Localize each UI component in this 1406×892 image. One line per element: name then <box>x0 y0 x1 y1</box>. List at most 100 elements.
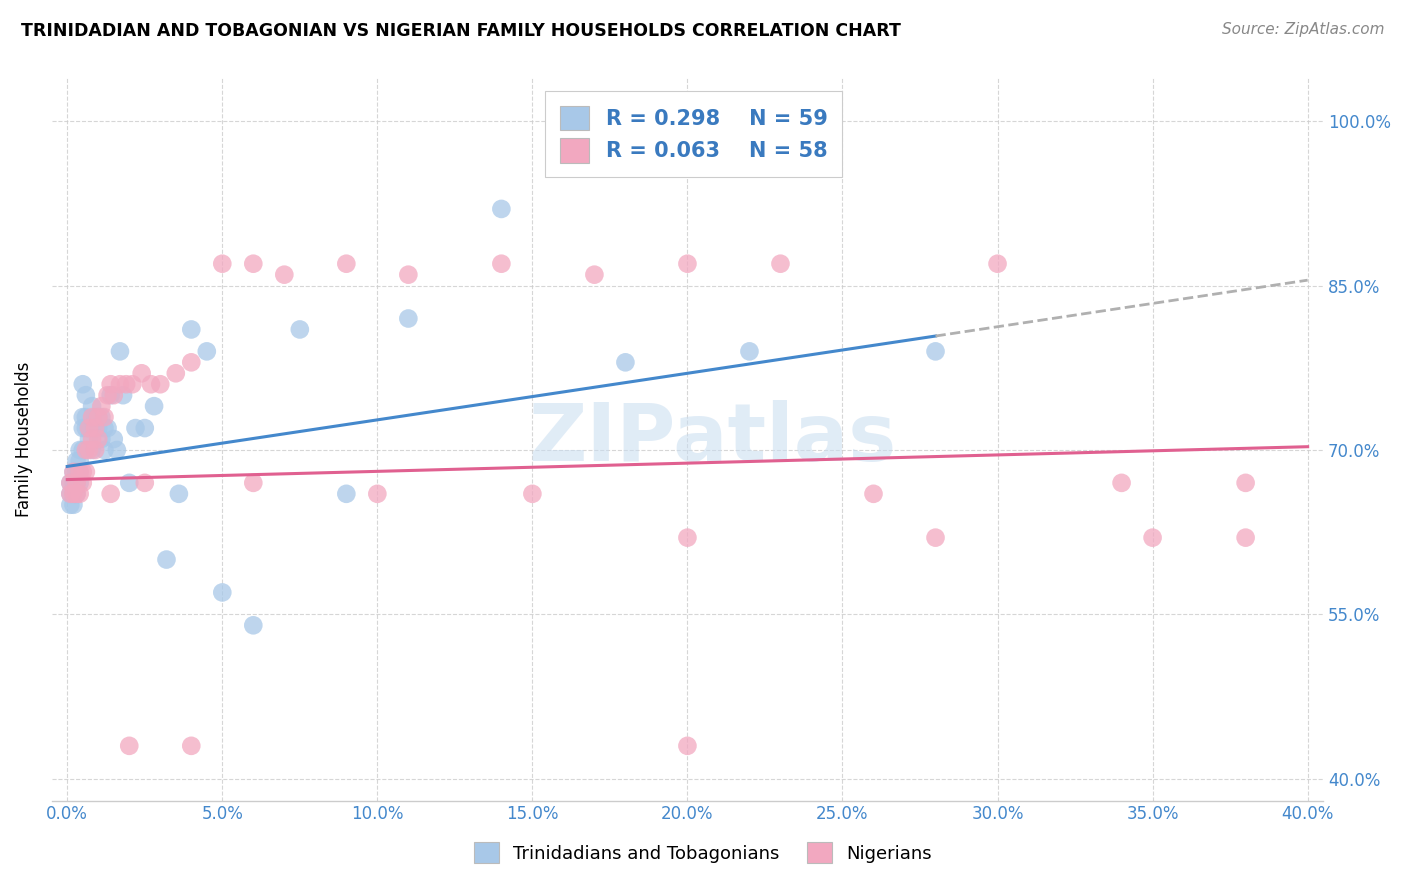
Point <box>115 377 138 392</box>
Point <box>93 410 115 425</box>
Point <box>134 421 156 435</box>
Point <box>90 399 112 413</box>
Point <box>65 454 87 468</box>
Point <box>65 475 87 490</box>
Point <box>69 465 91 479</box>
Point <box>62 487 84 501</box>
Point <box>366 487 388 501</box>
Point <box>100 388 122 402</box>
Point <box>124 421 146 435</box>
Point <box>614 355 637 369</box>
Point <box>180 322 202 336</box>
Point <box>69 475 91 490</box>
Point <box>211 585 233 599</box>
Point <box>155 552 177 566</box>
Point <box>491 257 513 271</box>
Point <box>112 388 135 402</box>
Point <box>1142 531 1164 545</box>
Point <box>65 475 87 490</box>
Point <box>59 487 82 501</box>
Point <box>118 475 141 490</box>
Point <box>72 410 94 425</box>
Y-axis label: Family Households: Family Households <box>15 361 32 516</box>
Point <box>1234 475 1257 490</box>
Point <box>69 487 91 501</box>
Text: Source: ZipAtlas.com: Source: ZipAtlas.com <box>1222 22 1385 37</box>
Point <box>924 344 946 359</box>
Point <box>62 465 84 479</box>
Point <box>75 388 97 402</box>
Point <box>149 377 172 392</box>
Point <box>84 410 107 425</box>
Point <box>65 465 87 479</box>
Point <box>134 475 156 490</box>
Point <box>335 487 357 501</box>
Point <box>1234 531 1257 545</box>
Point <box>335 257 357 271</box>
Point <box>59 487 82 501</box>
Point <box>118 739 141 753</box>
Point <box>139 377 162 392</box>
Point <box>87 410 110 425</box>
Point <box>72 442 94 457</box>
Legend: Trinidadians and Tobagonians, Nigerians: Trinidadians and Tobagonians, Nigerians <box>465 833 941 872</box>
Point <box>103 388 125 402</box>
Point <box>72 465 94 479</box>
Point <box>242 257 264 271</box>
Point <box>65 487 87 501</box>
Point <box>583 268 606 282</box>
Point <box>62 465 84 479</box>
Point <box>288 322 311 336</box>
Point <box>143 399 166 413</box>
Point <box>242 618 264 632</box>
Point <box>72 377 94 392</box>
Text: TRINIDADIAN AND TOBAGONIAN VS NIGERIAN FAMILY HOUSEHOLDS CORRELATION CHART: TRINIDADIAN AND TOBAGONIAN VS NIGERIAN F… <box>21 22 901 40</box>
Point <box>77 421 100 435</box>
Point <box>108 344 131 359</box>
Point <box>273 268 295 282</box>
Point <box>769 257 792 271</box>
Point <box>69 465 91 479</box>
Point <box>84 442 107 457</box>
Point <box>77 421 100 435</box>
Point <box>862 487 884 501</box>
Point <box>90 410 112 425</box>
Point <box>105 442 128 457</box>
Point <box>87 410 110 425</box>
Point <box>97 388 120 402</box>
Point <box>195 344 218 359</box>
Text: ZIPatlas: ZIPatlas <box>529 400 897 478</box>
Point <box>80 432 103 446</box>
Point <box>93 442 115 457</box>
Point <box>59 475 82 490</box>
Legend: R = 0.298    N = 59, R = 0.063    N = 58: R = 0.298 N = 59, R = 0.063 N = 58 <box>546 92 842 178</box>
Point <box>69 442 91 457</box>
Point <box>84 421 107 435</box>
Point <box>100 377 122 392</box>
Point <box>75 465 97 479</box>
Point <box>924 531 946 545</box>
Point <box>242 475 264 490</box>
Point <box>87 421 110 435</box>
Point <box>62 498 84 512</box>
Point <box>72 421 94 435</box>
Point <box>65 487 87 501</box>
Point <box>180 739 202 753</box>
Point <box>80 442 103 457</box>
Point <box>180 355 202 369</box>
Point <box>676 257 699 271</box>
Point <box>59 498 82 512</box>
Point <box>72 475 94 490</box>
Point <box>77 432 100 446</box>
Point <box>108 377 131 392</box>
Point <box>131 366 153 380</box>
Point <box>75 421 97 435</box>
Point <box>97 421 120 435</box>
Point <box>62 487 84 501</box>
Point <box>522 487 544 501</box>
Point <box>211 257 233 271</box>
Point <box>80 410 103 425</box>
Point <box>62 475 84 490</box>
Point <box>59 475 82 490</box>
Point <box>100 487 122 501</box>
